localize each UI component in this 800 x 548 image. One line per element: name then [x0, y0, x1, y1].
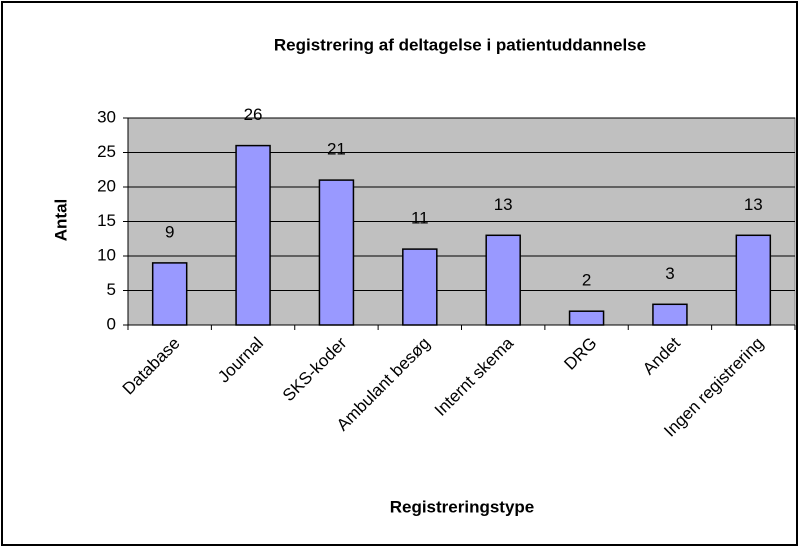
data-label: 3 [665, 264, 674, 283]
y-tick-label: 0 [107, 314, 116, 333]
y-axis-label: Antal [51, 199, 70, 242]
data-label: 13 [744, 195, 763, 214]
data-label: 13 [494, 195, 513, 214]
y-tick-label: 5 [107, 280, 116, 299]
bar [402, 248, 438, 326]
bar [485, 234, 521, 326]
y-tick-label: 20 [97, 176, 116, 195]
bar [735, 234, 772, 326]
y-tick-label: 10 [97, 245, 116, 264]
y-tick-label: 30 [97, 107, 116, 126]
y-tick-label: 25 [97, 142, 116, 161]
bar [652, 303, 688, 326]
data-label: 26 [244, 105, 263, 124]
y-tick-label: 15 [97, 211, 116, 230]
bar [151, 262, 188, 326]
bar [318, 179, 355, 326]
data-label: 2 [582, 271, 591, 290]
data-label: 21 [327, 140, 346, 159]
bar [235, 144, 271, 326]
data-label: 11 [411, 209, 429, 228]
bar [568, 310, 605, 326]
chart-title: Registrering af deltagelse i patientudda… [274, 35, 646, 54]
data-label: 9 [165, 222, 174, 241]
x-axis-label: Registreringstype [390, 497, 535, 516]
